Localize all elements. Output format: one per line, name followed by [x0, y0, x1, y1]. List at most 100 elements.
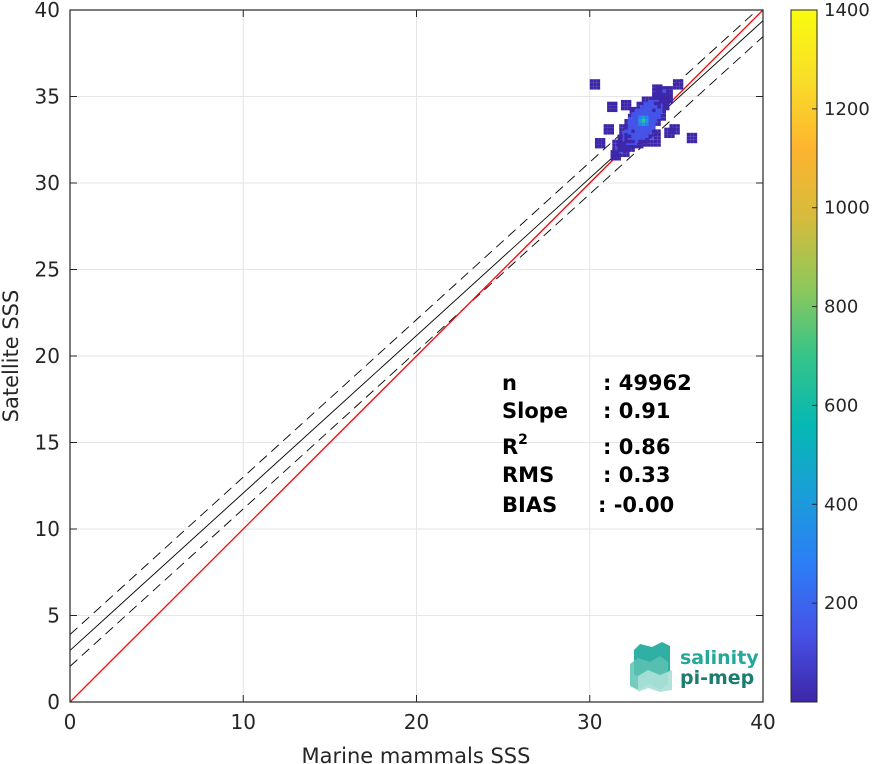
density-cell [617, 157, 621, 161]
density-cell [662, 93, 666, 97]
density-cell [662, 86, 666, 90]
density-cell [622, 144, 627, 149]
density-cell [645, 129, 649, 133]
density-cell [653, 101, 658, 106]
colorbar-tick-label: 800 [824, 297, 858, 318]
density-cell [620, 99, 625, 104]
colorbar-tick-label: 600 [824, 395, 858, 416]
density-cell [669, 86, 673, 90]
density-cell [629, 110, 634, 114]
density-cell [627, 134, 632, 139]
colorbar: 200 400 600 800 1000 1200 1400 [790, 0, 870, 703]
density-cell [653, 132, 658, 137]
density-cell [596, 86, 601, 90]
stats-rms-label: RMS [502, 463, 554, 487]
density-cell [686, 139, 691, 144]
density-cell [657, 139, 661, 144]
density-cell [652, 96, 656, 100]
density-cell [607, 127, 611, 132]
density-cell [614, 108, 618, 113]
density-cell [636, 105, 640, 109]
density-cell [662, 103, 666, 107]
density-cell [627, 127, 632, 132]
density-cell [643, 101, 647, 106]
density-cell [665, 103, 670, 107]
stats-r2-label: R2 [502, 432, 528, 459]
colorbar-tick-label: 200 [824, 593, 858, 614]
density-cell [659, 93, 663, 97]
density-cell [650, 101, 654, 106]
density-cell [620, 103, 625, 107]
density-cell [634, 118, 639, 123]
y-tick-label: 20 [35, 344, 60, 368]
density-cell [671, 127, 675, 132]
density-cell [638, 139, 642, 144]
density-cell [607, 105, 611, 109]
density-cell [634, 115, 639, 119]
density-cell [669, 89, 673, 94]
density-cell [693, 136, 698, 140]
density-cell [657, 143, 661, 147]
density-cell [638, 134, 642, 139]
y-tick-label: 15 [35, 431, 60, 455]
density-cell [657, 136, 661, 140]
density-cell [662, 106, 666, 111]
density-cell [624, 99, 628, 104]
density-cell [641, 134, 646, 139]
density-cell [619, 124, 623, 128]
density-cell [627, 99, 632, 104]
density-cell [631, 125, 635, 130]
density-cell [593, 79, 597, 83]
density-cell [631, 112, 635, 116]
density-cell [638, 122, 642, 126]
density-cell [598, 138, 602, 142]
density-cell [631, 118, 635, 123]
density-cell [603, 131, 608, 135]
density-cell [638, 125, 642, 130]
density-cell [641, 139, 646, 144]
density-cell [672, 86, 677, 90]
colorbar-tick-label: 1200 [824, 99, 870, 120]
density-cell [634, 112, 639, 116]
regression-upper-line [70, 10, 758, 635]
density-cell [624, 132, 628, 137]
density-cell [676, 127, 680, 132]
density-cell [598, 144, 602, 149]
density-cell [645, 118, 649, 123]
density-cell [610, 131, 615, 135]
density-cell [627, 113, 632, 118]
density-cell [659, 96, 663, 100]
density-cell [671, 134, 675, 139]
density-cell [634, 122, 639, 126]
density-cell [610, 124, 615, 128]
density-cell [626, 153, 630, 158]
y-axis-label: Satellite SSS [0, 290, 23, 423]
density-cell [679, 86, 684, 90]
density-cell [676, 79, 680, 83]
stats-n-label: n [502, 371, 517, 395]
density-cell [645, 108, 649, 113]
density-cell [686, 136, 691, 140]
density-cell [657, 129, 661, 133]
density-cell [664, 134, 668, 139]
density-cell [652, 129, 656, 133]
density-cell [617, 148, 621, 152]
density-cell [645, 134, 649, 139]
density-cell [624, 122, 628, 126]
stats-rms-value: : 0.33 [603, 463, 671, 487]
density-cell [641, 108, 646, 113]
density-cell [624, 136, 628, 140]
density-cell [610, 157, 615, 161]
density-cell [631, 115, 635, 119]
density-cell [627, 120, 632, 125]
regression-lower-line [70, 36, 763, 667]
density-cell [679, 82, 684, 87]
density-cell [652, 115, 656, 119]
density-cell [614, 157, 618, 161]
density-cell [652, 84, 656, 88]
y-tick-label: 0 [47, 690, 60, 714]
density-cell [638, 115, 642, 119]
y-tick-label: 10 [35, 517, 60, 541]
density-cell [612, 146, 616, 151]
x-tick-label: 20 [404, 710, 429, 734]
